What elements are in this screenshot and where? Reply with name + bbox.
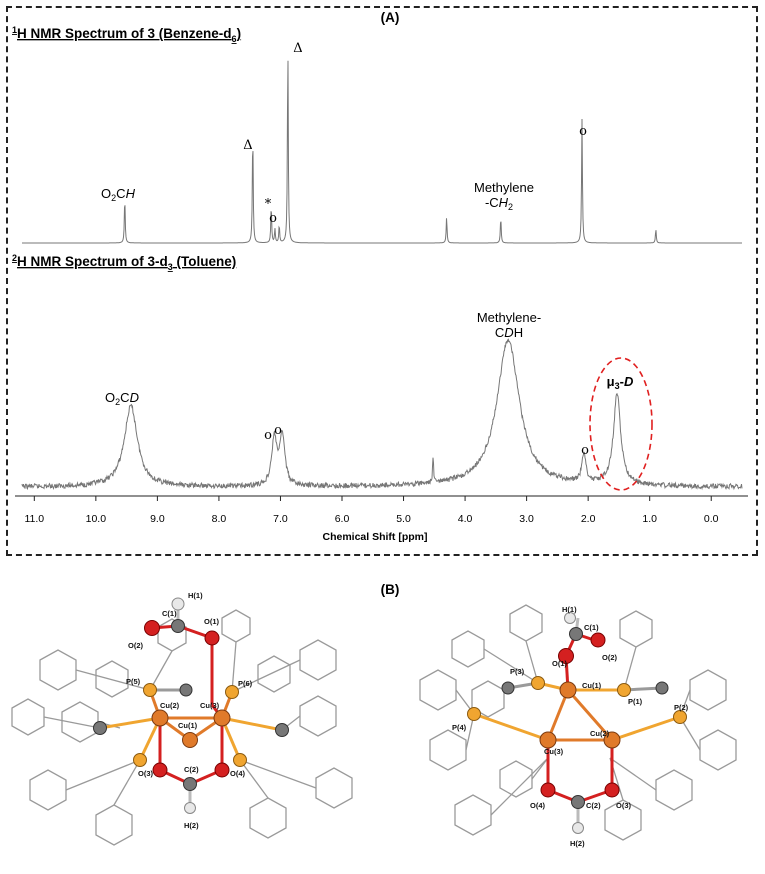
annot-methylene-cdh: Methylene-CDH xyxy=(477,310,541,340)
annot-methylene-ch2: Methylene -CH2 xyxy=(474,180,534,212)
svg-text:H(2): H(2) xyxy=(570,839,585,848)
x-tick-label: 4.0 xyxy=(458,513,473,525)
x-tick-label: 11.0 xyxy=(24,513,44,525)
mu3-d-highlight-ellipse xyxy=(589,357,653,491)
svg-text:Cu(2): Cu(2) xyxy=(160,701,180,710)
annot-delta-1: Δ xyxy=(243,138,252,153)
x-tick-label: 5.0 xyxy=(396,513,411,525)
annot-solvent-o-4: o xyxy=(274,423,282,438)
svg-text:O(4): O(4) xyxy=(230,769,246,778)
x-tick-label: 9.0 xyxy=(150,513,165,525)
svg-text:P(6): P(6) xyxy=(238,679,253,688)
panel-a-frame xyxy=(6,6,758,556)
spectrum-2-title-main: H NMR Spectrum of 3-d xyxy=(17,254,168,269)
annot-delta-2: Δ xyxy=(293,41,302,56)
annot-solvent-o-2: o xyxy=(579,124,587,139)
svg-text:Cu(1): Cu(1) xyxy=(178,721,198,730)
svg-text:P(2): P(2) xyxy=(674,703,689,712)
panel-a-label: (A) xyxy=(381,10,400,25)
atom-labels-right: H(1) C(1) O(1) O(2) P(3) Cu(1) P(1) P(2)… xyxy=(452,605,689,848)
bonds-left xyxy=(99,610,283,806)
x-tick-label: 1.0 xyxy=(642,513,657,525)
svg-text:Cu(1): Cu(1) xyxy=(582,681,602,690)
svg-text:C(1): C(1) xyxy=(162,609,177,618)
svg-text:C(1): C(1) xyxy=(584,623,599,632)
atoms-right xyxy=(467,612,687,834)
svg-text:C(2): C(2) xyxy=(586,801,601,810)
phenyl-links-right xyxy=(455,640,701,816)
svg-text:P(3): P(3) xyxy=(510,667,525,676)
svg-text:O(1): O(1) xyxy=(204,617,220,626)
bonds-right xyxy=(473,617,681,826)
spectrum-2-title: 2H NMR Spectrum of 3-d3 (Toluene) xyxy=(12,253,236,272)
x-tick-label: 0.0 xyxy=(704,513,719,525)
svg-text:P(5): P(5) xyxy=(126,677,141,686)
svg-text:Cu(3): Cu(3) xyxy=(200,701,220,710)
x-tick-label: 7.0 xyxy=(273,513,288,525)
svg-text:Cu(2): Cu(2) xyxy=(590,729,610,738)
spectrum-1-title-sub: 6 xyxy=(232,34,237,44)
svg-text:O(2): O(2) xyxy=(128,641,144,650)
spectrum-2-title-sub: 3 xyxy=(168,262,173,272)
svg-text:P(1): P(1) xyxy=(628,697,643,706)
svg-text:O(4): O(4) xyxy=(530,801,546,810)
svg-text:P(4): P(4) xyxy=(452,723,467,732)
spectrum-1-title-sup: 1 xyxy=(12,25,17,35)
phenyl-links-left xyxy=(43,641,317,806)
spectrum-2-title-end: (Toluene) xyxy=(173,254,237,269)
spectrum-2-trace xyxy=(21,337,743,491)
x-tick-label: 10.0 xyxy=(86,513,107,525)
svg-text:O(3): O(3) xyxy=(616,801,632,810)
panel-b-label: (B) xyxy=(381,582,400,597)
annot-o2cd: O2CD xyxy=(105,390,139,407)
x-axis-label: Chemical Shift [ppm] xyxy=(322,531,427,543)
x-tick-label: 6.0 xyxy=(335,513,350,525)
x-axis-ticks: 11.0 10.0 9.0 8.0 7.0 6.0 5.0 4.0 3.0 2.0 1.0 0.0 xyxy=(24,496,719,525)
spectrum-2 xyxy=(21,337,743,491)
x-tick-label: 2.0 xyxy=(581,513,596,525)
spectrum-1-trace xyxy=(22,60,742,244)
spectrum-1-title: 1H NMR Spectrum of 3 (Benzene-d6) xyxy=(12,25,241,44)
svg-text:H(1): H(1) xyxy=(188,591,203,600)
spectrum-1 xyxy=(22,60,742,244)
svg-text:Cu(3): Cu(3) xyxy=(544,747,564,756)
atoms-left xyxy=(93,597,289,814)
crystal-structure-right: H(1) C(1) O(1) O(2) P(3) Cu(1) P(1) P(2)… xyxy=(419,604,737,848)
annot-solvent-o-5: o xyxy=(581,443,589,458)
svg-text:H(1): H(1) xyxy=(562,605,577,614)
crystal-structure-left: H(1) C(1) O(2) O(1) P(5) P(6) Cu(2) Cu(3… xyxy=(11,591,353,846)
spectrum-2-title-sup: 2 xyxy=(12,253,17,263)
svg-text:O(2): O(2) xyxy=(602,653,618,662)
phenyl-rings-left xyxy=(11,609,353,846)
svg-text:O(3): O(3) xyxy=(138,769,154,778)
x-tick-label: 3.0 xyxy=(519,513,534,525)
annot-solvent-o-1: o xyxy=(269,211,277,226)
spectrum-1-title-end: ) xyxy=(237,26,242,41)
svg-text:O(1): O(1) xyxy=(552,659,568,668)
spectrum-1-title-main: H NMR Spectrum of 3 (Benzene-d xyxy=(17,26,232,41)
annot-o2ch: O2CH xyxy=(101,186,136,203)
annot-solvent-o-3: o xyxy=(264,428,272,443)
svg-text:H(2): H(2) xyxy=(184,821,199,830)
x-tick-label: 8.0 xyxy=(212,513,227,525)
annot-asterisk: * xyxy=(265,197,272,212)
atom-labels-left: H(1) C(1) O(2) O(1) P(5) P(6) Cu(2) Cu(3… xyxy=(126,591,253,830)
annot-mu3-d: μ3-D xyxy=(607,374,634,391)
svg-text:C(2): C(2) xyxy=(184,765,199,774)
